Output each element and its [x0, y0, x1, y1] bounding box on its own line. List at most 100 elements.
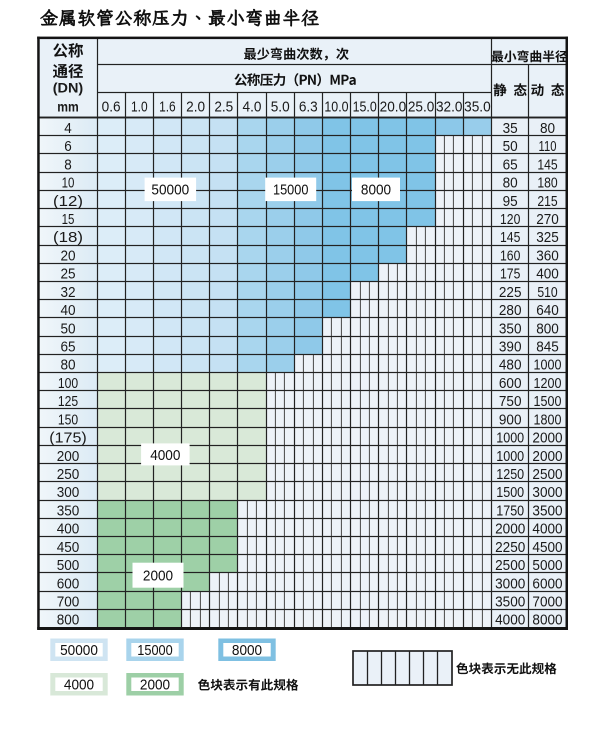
- svg-text:400: 400: [536, 267, 559, 283]
- svg-text:350: 350: [57, 503, 80, 519]
- svg-text:80: 80: [503, 176, 518, 192]
- svg-text:5.0: 5.0: [271, 99, 290, 116]
- svg-text:65: 65: [503, 157, 518, 173]
- svg-text:150: 150: [58, 412, 78, 428]
- svg-text:15000: 15000: [137, 643, 172, 659]
- svg-text:(12): (12): [53, 194, 83, 210]
- svg-text:280: 280: [499, 303, 522, 319]
- svg-text:10.0: 10.0: [324, 99, 348, 116]
- svg-text:8000: 8000: [361, 182, 391, 199]
- svg-text:2000: 2000: [140, 678, 170, 694]
- svg-text:4.0: 4.0: [243, 99, 262, 116]
- svg-text:900: 900: [499, 412, 522, 428]
- svg-text:100: 100: [58, 376, 78, 392]
- svg-text:2000: 2000: [143, 568, 173, 585]
- svg-text:800: 800: [536, 321, 559, 337]
- svg-text:8000: 8000: [532, 613, 562, 629]
- svg-text:160: 160: [500, 248, 520, 264]
- svg-text:6: 6: [64, 139, 72, 155]
- svg-text:600: 600: [57, 576, 80, 592]
- svg-text:400: 400: [57, 522, 80, 538]
- svg-text:390: 390: [499, 340, 522, 356]
- svg-text:(175): (175): [49, 431, 87, 447]
- svg-text:8000: 8000: [232, 643, 262, 659]
- svg-text:700: 700: [57, 595, 80, 611]
- svg-text:2500: 2500: [495, 558, 525, 574]
- svg-text:10: 10: [62, 176, 75, 192]
- svg-text:1500: 1500: [496, 485, 524, 501]
- svg-text:1000: 1000: [496, 449, 524, 465]
- svg-text:3000: 3000: [495, 576, 525, 592]
- svg-text:1800: 1800: [534, 412, 562, 428]
- svg-text:3500: 3500: [495, 595, 525, 611]
- svg-text:4000: 4000: [495, 613, 525, 629]
- svg-text:600: 600: [499, 376, 522, 392]
- svg-text:15000: 15000: [273, 182, 308, 199]
- svg-text:145: 145: [537, 157, 557, 173]
- svg-text:125: 125: [58, 394, 78, 410]
- svg-text:40: 40: [60, 303, 75, 319]
- svg-text:2250: 2250: [495, 540, 525, 556]
- svg-text:2000: 2000: [532, 449, 562, 465]
- svg-text:2.5: 2.5: [214, 99, 233, 116]
- svg-text:4000: 4000: [64, 678, 94, 694]
- svg-text:270: 270: [536, 212, 559, 228]
- svg-text:mm: mm: [57, 99, 79, 115]
- svg-text:80: 80: [60, 358, 75, 374]
- svg-text:1250: 1250: [496, 467, 524, 483]
- svg-text:215: 215: [537, 194, 557, 210]
- svg-text:225: 225: [499, 285, 522, 301]
- svg-text:50: 50: [60, 321, 75, 337]
- svg-text:800: 800: [57, 613, 80, 629]
- svg-text:4: 4: [64, 121, 72, 137]
- svg-text:1500: 1500: [534, 394, 562, 410]
- svg-text:180: 180: [537, 176, 557, 192]
- svg-text:(18): (18): [53, 230, 83, 246]
- svg-text:95: 95: [503, 194, 518, 210]
- svg-text:15: 15: [62, 212, 75, 228]
- svg-text:20.0: 20.0: [380, 99, 407, 116]
- svg-text:6.3: 6.3: [299, 99, 318, 116]
- svg-text:6000: 6000: [532, 576, 562, 592]
- svg-text:65: 65: [60, 340, 75, 356]
- svg-text:1000: 1000: [534, 358, 562, 374]
- svg-text:25: 25: [60, 267, 75, 283]
- svg-text:640: 640: [536, 303, 559, 319]
- svg-text:3000: 3000: [532, 485, 562, 501]
- svg-text:750: 750: [499, 394, 522, 410]
- svg-text:175: 175: [500, 267, 520, 283]
- svg-text:360: 360: [536, 248, 559, 264]
- svg-text:35.0: 35.0: [464, 99, 491, 116]
- svg-text:0.6: 0.6: [102, 99, 121, 116]
- svg-text:450: 450: [57, 540, 80, 556]
- svg-text:15.0: 15.0: [353, 99, 377, 116]
- svg-text:4000: 4000: [532, 522, 562, 538]
- svg-text:50000: 50000: [151, 182, 189, 199]
- svg-text:1.6: 1.6: [159, 99, 176, 116]
- svg-text:845: 845: [536, 340, 559, 356]
- svg-text:20: 20: [60, 248, 75, 264]
- svg-text:250: 250: [57, 467, 80, 483]
- svg-text:7000: 7000: [532, 595, 562, 611]
- svg-text:145: 145: [500, 230, 520, 246]
- svg-text:1000: 1000: [496, 431, 524, 447]
- svg-text:32: 32: [60, 285, 75, 301]
- svg-text:300: 300: [57, 485, 80, 501]
- svg-text:50000: 50000: [60, 643, 98, 659]
- svg-text:2.0: 2.0: [186, 99, 205, 116]
- svg-text:1750: 1750: [496, 503, 524, 519]
- svg-text:4000: 4000: [150, 447, 180, 464]
- svg-text:3500: 3500: [532, 503, 562, 519]
- svg-text:2500: 2500: [532, 467, 562, 483]
- svg-text:1.0: 1.0: [131, 99, 148, 116]
- svg-text:80: 80: [540, 121, 555, 137]
- svg-text:325: 325: [536, 230, 559, 246]
- svg-text:2000: 2000: [495, 522, 525, 538]
- svg-text:25.0: 25.0: [408, 99, 435, 116]
- svg-text:(DN): (DN): [53, 81, 84, 96]
- svg-text:480: 480: [499, 358, 522, 374]
- svg-text:50: 50: [503, 139, 518, 155]
- svg-text:35: 35: [503, 121, 518, 137]
- svg-text:110: 110: [539, 139, 557, 155]
- svg-text:120: 120: [500, 212, 520, 228]
